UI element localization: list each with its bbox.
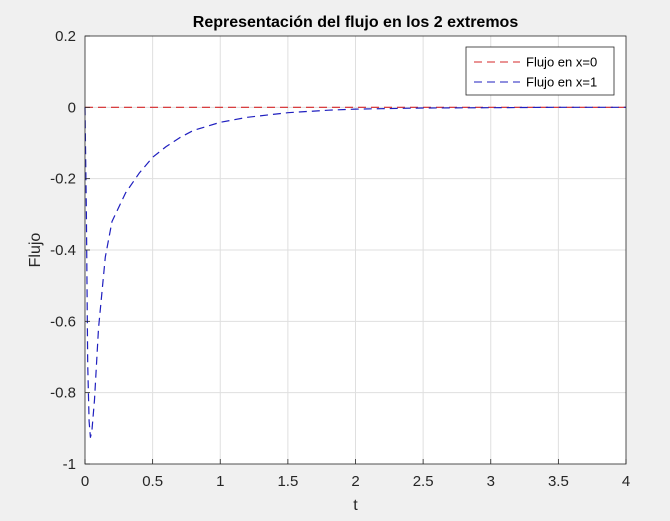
series-lines (84, 106, 626, 438)
y-tick-label: 0 (68, 99, 76, 116)
legend: Flujo en x=0 Flujo en x=1 (465, 46, 615, 96)
axis-ticks: 0 0.5 1 1.5 2 2.5 3 3.5 4 -1 -0.8 -0.6 -0.4 -0.2 0 0.2 (50, 28, 630, 490)
x-tick-label: 4 (622, 473, 630, 490)
x-tick-label: 2 (351, 473, 359, 490)
x-tick-label: 1 (216, 473, 224, 490)
y-axis-label: Flujo (27, 233, 44, 268)
chart-title: Representación del flujo en los 2 extrem… (193, 14, 519, 31)
y-tick-label: -0.2 (50, 171, 76, 188)
legend-box (465, 46, 615, 96)
x-tick-label: 0 (81, 473, 89, 490)
series-line-1 (84, 106, 626, 438)
y-tick-label: -0.8 (50, 385, 76, 402)
x-tick-label: 3 (487, 473, 495, 490)
y-tick-label: -0.6 (50, 313, 76, 330)
y-tick-label: 0.2 (55, 28, 76, 45)
y-tick-label: -0.4 (50, 242, 76, 259)
legend-label-series-0: Flujo en x=0 (526, 55, 597, 70)
x-tick-label: 1.5 (277, 473, 298, 490)
y-tick-label: -1 (63, 456, 76, 473)
x-axis-label: t (353, 497, 358, 514)
legend-label-series-1: Flujo en x=1 (526, 75, 597, 90)
x-tick-label: 3.5 (548, 473, 569, 490)
x-tick-label: 0.5 (142, 473, 163, 490)
x-tick-label: 2.5 (413, 473, 434, 490)
